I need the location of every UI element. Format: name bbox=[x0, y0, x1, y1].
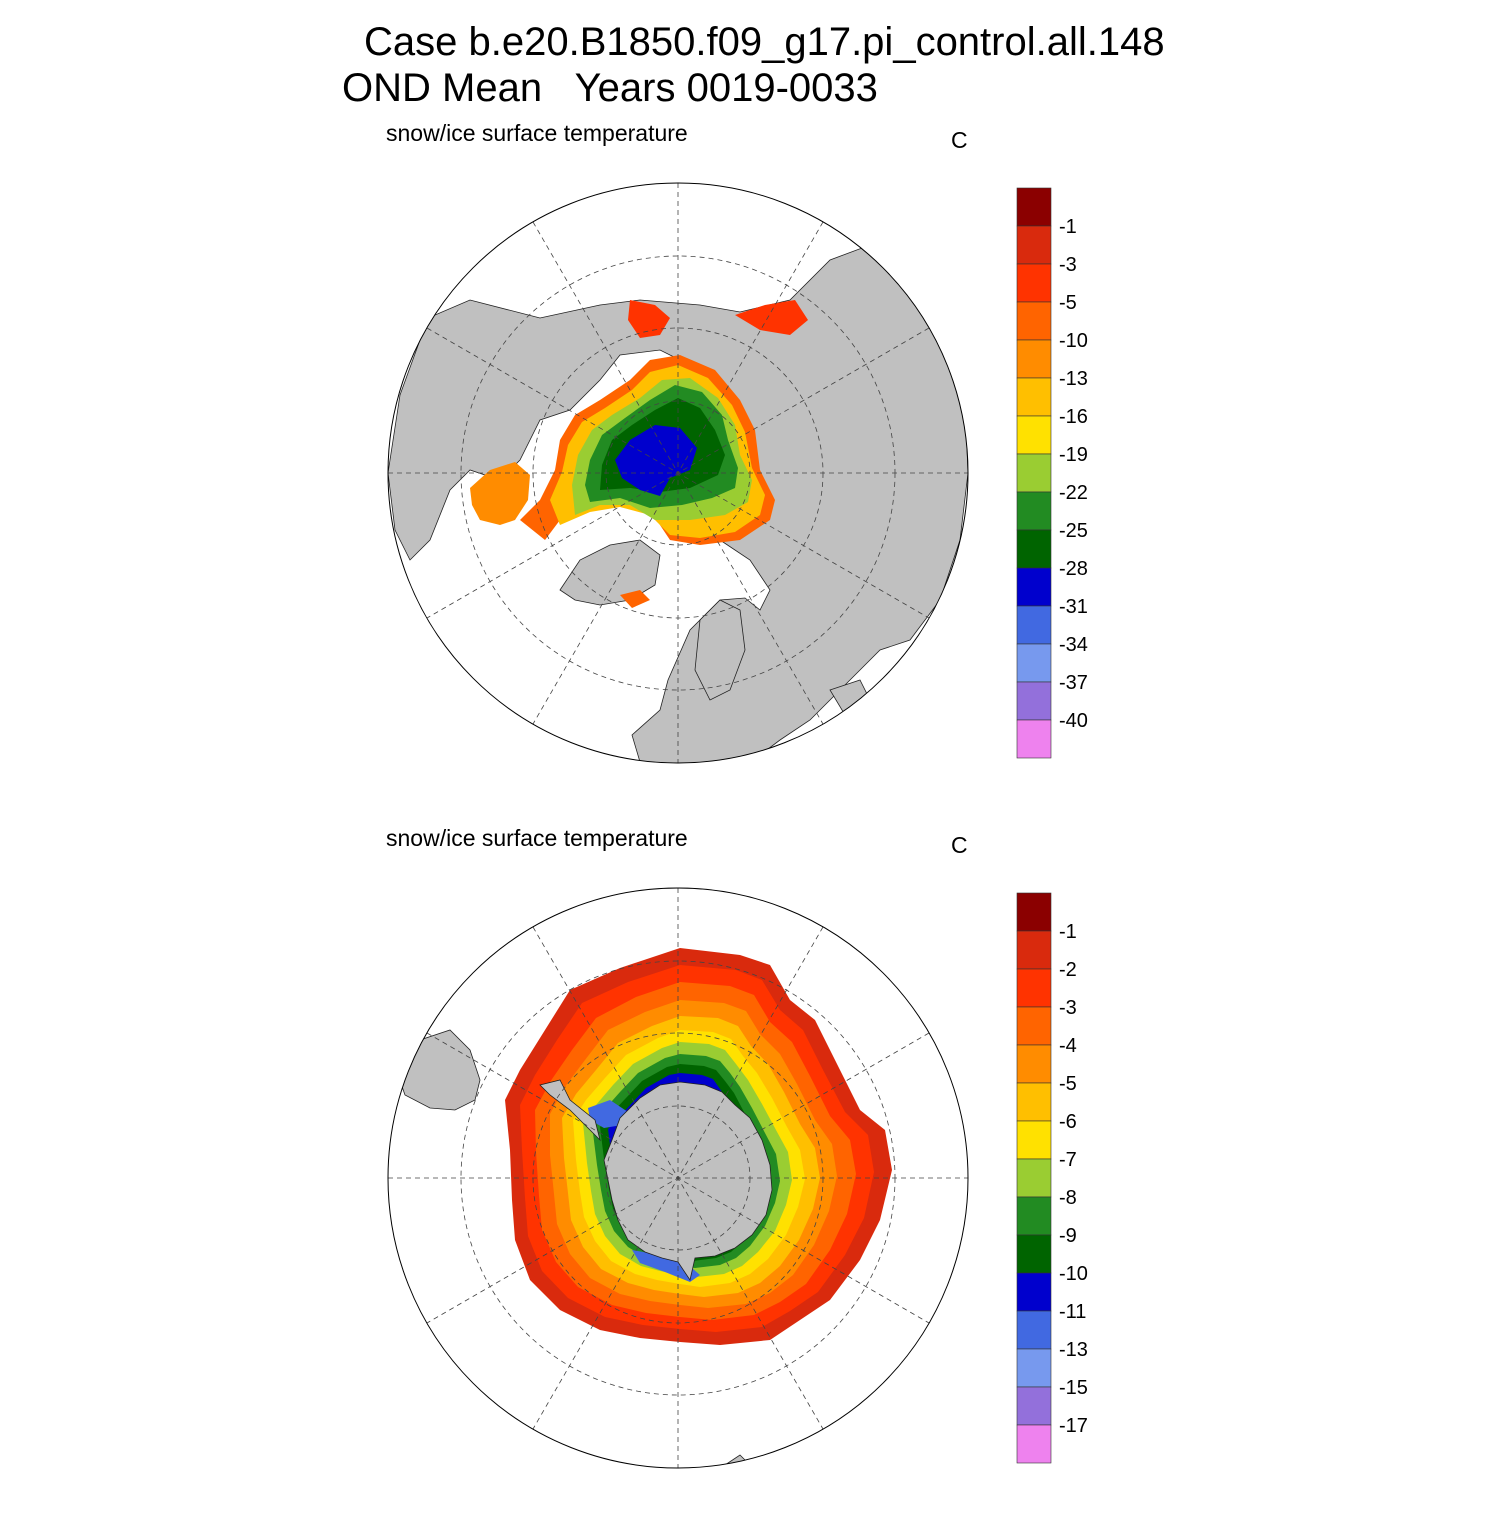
plot-title-line2: OND Mean Years 0019-0033 bbox=[342, 66, 878, 110]
south-colorbar-swatch bbox=[1016, 968, 1052, 1008]
south-colorbar-swatch bbox=[1016, 1310, 1052, 1350]
north-colorbar-tick-label: -34 bbox=[1059, 634, 1088, 656]
arctic-map-border bbox=[387, 182, 969, 764]
south-colorbar-swatch bbox=[1016, 930, 1052, 970]
south-colorbar-tick-label: -10 bbox=[1059, 1263, 1088, 1285]
south-colorbar-tick-label: -15 bbox=[1059, 1377, 1088, 1399]
antarctic-colorbar: -1 -2 -3 -4 -5 -6 -7 -8 -9 -10 -11 -13 -15 -17 bbox=[1016, 892, 1088, 1464]
south-colorbar-swatch bbox=[1016, 1120, 1052, 1160]
south-colorbar-swatch bbox=[1016, 1386, 1052, 1426]
south-colorbar-tick-label: -13 bbox=[1059, 1339, 1088, 1361]
arctic-sea-ice-field bbox=[470, 300, 808, 608]
south-colorbar-tick-label: -8 bbox=[1059, 1187, 1077, 1209]
north-colorbar-swatch bbox=[1016, 453, 1052, 493]
south-colorbar-swatch bbox=[1016, 892, 1052, 932]
south-colorbar-tick-label: -9 bbox=[1059, 1225, 1077, 1247]
arctic-map-panel: -1 -3 -5 -10 -13 -16 -19 -22 -25 -28 -31 -34 -37 -40 bbox=[387, 182, 1088, 764]
south-colorbar-swatch bbox=[1016, 1272, 1052, 1312]
antarctic-graticule bbox=[388, 888, 968, 1468]
north-colorbar-tick-label: -19 bbox=[1059, 444, 1088, 466]
arctic-colorbar: -1 -3 -5 -10 -13 -16 -19 -22 -25 -28 -31 -34 -37 -40 bbox=[1016, 187, 1088, 759]
north-colorbar-swatch bbox=[1016, 529, 1052, 569]
south-colorbar-tick-label: -17 bbox=[1059, 1415, 1088, 1437]
north-colorbar-swatch bbox=[1016, 681, 1052, 721]
south-units-label: C bbox=[951, 832, 968, 858]
north-colorbar-swatch bbox=[1016, 339, 1052, 379]
north-colorbar-swatch bbox=[1016, 263, 1052, 303]
north-colorbar-swatch bbox=[1016, 567, 1052, 607]
south-colorbar-swatch bbox=[1016, 1424, 1052, 1464]
south-colorbar-tick-label: -2 bbox=[1059, 959, 1077, 981]
antarctic-map-body bbox=[388, 888, 968, 1468]
north-colorbar-swatch bbox=[1016, 605, 1052, 645]
north-colorbar-tick-label: -31 bbox=[1059, 596, 1088, 618]
south-colorbar-swatch bbox=[1016, 1006, 1052, 1046]
south-colorbar-tick-label: -1 bbox=[1059, 921, 1077, 943]
north-colorbar-tick-label: -3 bbox=[1059, 254, 1077, 276]
north-colorbar-tick-label: -37 bbox=[1059, 672, 1088, 694]
north-panel-label: snow/ice surface temperature bbox=[386, 120, 688, 146]
north-units-label: C bbox=[951, 127, 968, 153]
arctic-map-body bbox=[388, 183, 968, 763]
north-colorbar-tick-label: -22 bbox=[1059, 482, 1088, 504]
north-colorbar-swatch bbox=[1016, 491, 1052, 531]
arctic-graticule bbox=[388, 183, 968, 763]
south-colorbar-tick-label: -6 bbox=[1059, 1111, 1077, 1133]
south-colorbar-tick-label: -7 bbox=[1059, 1149, 1077, 1171]
antarctic-map-panel: -1 -2 -3 -4 -5 -6 -7 -8 -9 -10 -11 -13 -15 -17 bbox=[387, 887, 1088, 1469]
south-colorbar-swatch bbox=[1016, 1158, 1052, 1198]
north-colorbar-swatch bbox=[1016, 301, 1052, 341]
north-colorbar-tick-label: -1 bbox=[1059, 216, 1077, 238]
north-colorbar-swatch bbox=[1016, 719, 1052, 759]
south-colorbar-swatch bbox=[1016, 1348, 1052, 1388]
south-colorbar-tick-label: -5 bbox=[1059, 1073, 1077, 1095]
north-colorbar-swatch bbox=[1016, 187, 1052, 227]
south-colorbar-swatch bbox=[1016, 1234, 1052, 1274]
north-colorbar-tick-label: -40 bbox=[1059, 710, 1088, 732]
north-colorbar-tick-label: -25 bbox=[1059, 520, 1088, 542]
north-colorbar-swatch bbox=[1016, 643, 1052, 683]
north-colorbar-tick-label: -28 bbox=[1059, 558, 1088, 580]
north-colorbar-swatch bbox=[1016, 415, 1052, 455]
south-colorbar-swatch bbox=[1016, 1082, 1052, 1122]
north-colorbar-swatch bbox=[1016, 377, 1052, 417]
north-colorbar-tick-label: -10 bbox=[1059, 330, 1088, 352]
south-colorbar-swatch bbox=[1016, 1196, 1052, 1236]
south-colorbar-swatch bbox=[1016, 1044, 1052, 1084]
north-colorbar-tick-label: -13 bbox=[1059, 368, 1088, 390]
south-colorbar-tick-label: -4 bbox=[1059, 1035, 1077, 1057]
antarctic-map-border bbox=[387, 887, 969, 1469]
north-colorbar-swatch bbox=[1016, 225, 1052, 265]
plot-title-line1: Case b.e20.B1850.f09_g17.pi_control.all.… bbox=[364, 20, 1165, 64]
north-colorbar-tick-label: -5 bbox=[1059, 292, 1077, 314]
north-colorbar-tick-label: -16 bbox=[1059, 406, 1088, 428]
south-colorbar-tick-label: -3 bbox=[1059, 997, 1077, 1019]
south-colorbar-tick-label: -11 bbox=[1059, 1301, 1086, 1323]
south-panel-label: snow/ice surface temperature bbox=[386, 825, 688, 851]
